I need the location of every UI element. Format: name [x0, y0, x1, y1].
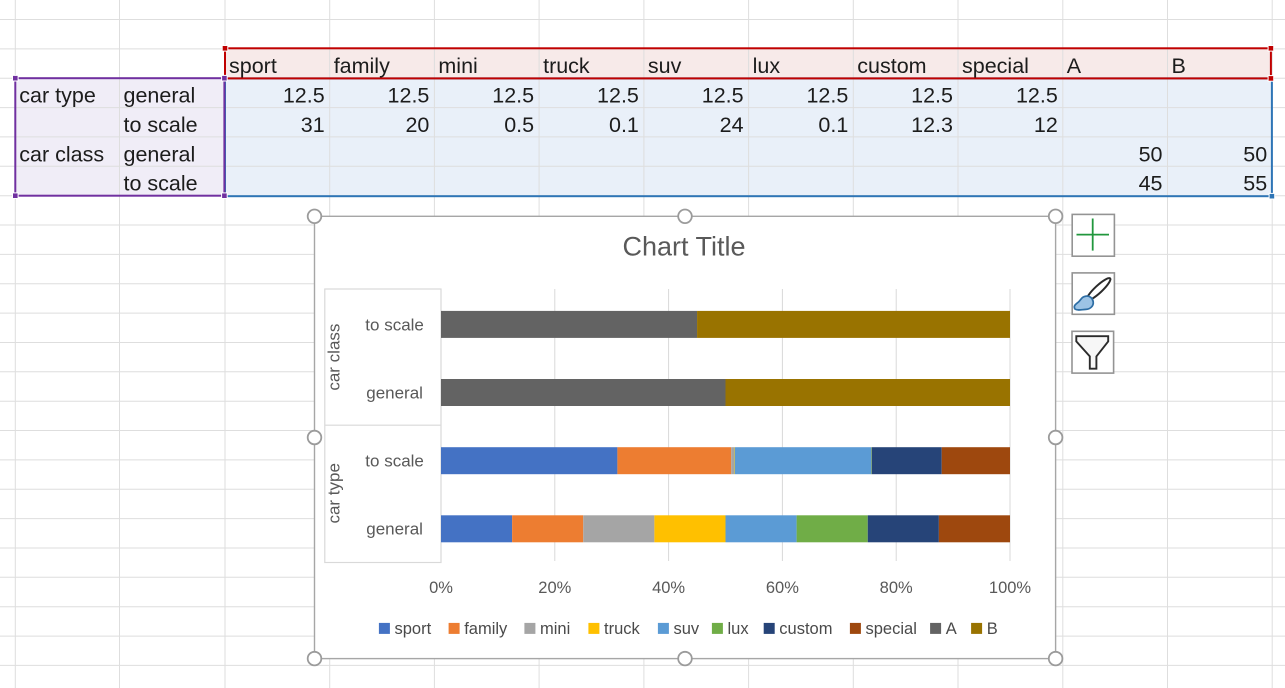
svg-text:suv: suv	[648, 54, 682, 78]
svg-text:custom: custom	[857, 54, 926, 78]
svg-text:31: 31	[301, 113, 325, 137]
svg-text:to scale: to scale	[124, 172, 198, 196]
svg-text:12.5: 12.5	[283, 83, 325, 107]
svg-text:general: general	[366, 520, 423, 539]
svg-text:car class: car class	[325, 324, 344, 391]
svg-text:special: special	[962, 54, 1029, 78]
svg-text:sport: sport	[229, 54, 277, 78]
svg-text:12.5: 12.5	[597, 83, 639, 107]
svg-text:12.5: 12.5	[492, 83, 534, 107]
svg-text:A: A	[1067, 54, 1082, 78]
svg-text:general: general	[124, 83, 196, 107]
svg-text:12.5: 12.5	[388, 83, 430, 107]
svg-text:custom: custom	[779, 620, 832, 638]
svg-text:family: family	[334, 54, 390, 78]
svg-text:0.1: 0.1	[818, 113, 848, 137]
svg-text:12: 12	[1034, 113, 1058, 137]
svg-text:12.5: 12.5	[1016, 83, 1058, 107]
svg-text:truck: truck	[604, 620, 641, 638]
svg-text:lux: lux	[728, 620, 750, 638]
svg-text:45: 45	[1139, 172, 1163, 196]
svg-text:12.5: 12.5	[702, 83, 744, 107]
svg-text:Chart Title: Chart Title	[622, 232, 745, 262]
svg-text:mini: mini	[438, 54, 477, 78]
svg-text:100%: 100%	[989, 579, 1032, 597]
svg-text:car type: car type	[19, 83, 95, 107]
svg-text:55: 55	[1243, 172, 1267, 196]
svg-text:truck: truck	[543, 54, 590, 78]
svg-text:sport: sport	[395, 620, 432, 638]
svg-text:suv: suv	[674, 620, 700, 638]
svg-text:special: special	[866, 620, 917, 638]
svg-text:car class: car class	[19, 142, 104, 166]
svg-text:20%: 20%	[538, 579, 571, 597]
svg-text:to scale: to scale	[124, 113, 198, 137]
svg-text:mini: mini	[540, 620, 570, 638]
svg-text:80%: 80%	[880, 579, 913, 597]
svg-text:0.1: 0.1	[609, 113, 639, 137]
svg-text:A: A	[946, 620, 957, 638]
svg-text:general: general	[124, 142, 196, 166]
svg-text:car type: car type	[325, 463, 344, 523]
svg-text:B: B	[1172, 54, 1186, 78]
svg-text:to scale: to scale	[365, 315, 424, 334]
svg-text:0.5: 0.5	[504, 113, 534, 137]
svg-text:60%: 60%	[766, 579, 799, 597]
svg-text:general: general	[366, 383, 423, 402]
svg-text:B: B	[987, 620, 998, 638]
svg-text:lux: lux	[753, 54, 781, 78]
svg-text:20: 20	[405, 113, 429, 137]
svg-text:24: 24	[720, 113, 744, 137]
svg-text:50: 50	[1139, 142, 1163, 166]
svg-text:12.5: 12.5	[806, 83, 848, 107]
svg-text:12.3: 12.3	[911, 113, 953, 137]
svg-text:40%: 40%	[652, 579, 685, 597]
svg-text:12.5: 12.5	[911, 83, 953, 107]
svg-text:to scale: to scale	[365, 452, 424, 471]
svg-text:50: 50	[1243, 142, 1267, 166]
svg-text:family: family	[464, 620, 508, 638]
svg-text:0%: 0%	[429, 579, 453, 597]
